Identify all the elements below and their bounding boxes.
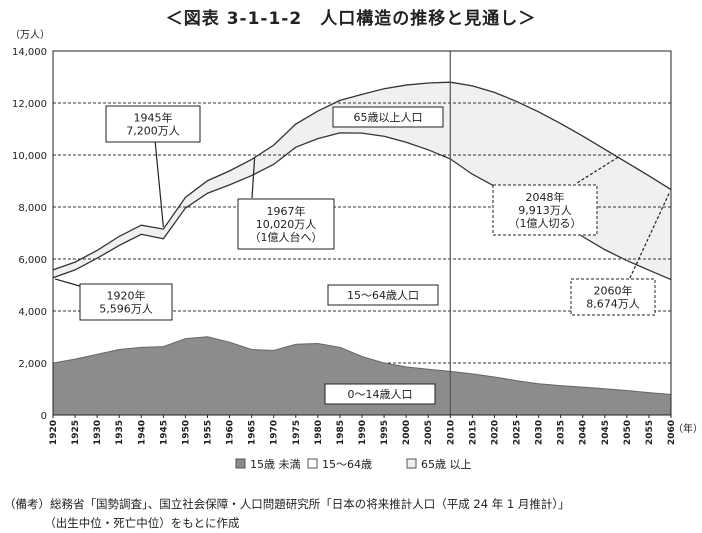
x-tick-label: 2025 (513, 420, 523, 445)
annotation-2060-box (570, 278, 656, 316)
y-tick-label: 14,000 (12, 47, 47, 58)
x-tick-label: 1920 (49, 420, 59, 445)
x-tick-label: 2045 (601, 420, 611, 445)
x-tick-label: 2030 (535, 420, 545, 445)
source-note-line-1: （備考）総務省「国勢調査」、国立社会保障・人口問題研究所「日本の将来推計人口（平… (4, 497, 570, 511)
annotation-2048-text: （1億人切る） (509, 217, 582, 230)
area-label-0-14: 0～14歳人口 (324, 383, 436, 405)
annotation-1920-text: 1920年 (107, 289, 146, 303)
annotation-1967-box (237, 198, 335, 250)
x-tick-label: 1945 (159, 420, 169, 445)
legend-label: 15～64歳 (322, 458, 372, 471)
area-label-0-14-text: 0～14歳人口 (348, 388, 413, 401)
x-tick-label: 2000 (402, 420, 412, 445)
x-tick-label: 2060 (667, 420, 677, 445)
area-label-15-64: 15～64歳人口 (327, 284, 439, 306)
annotation-1967-text: （1億人台へ） (250, 230, 323, 244)
leader-2060 (628, 193, 670, 281)
annotation-2060-text: 8,674万人 (586, 298, 640, 311)
legend-swatch (235, 458, 246, 469)
line-total-population (52, 81, 672, 271)
annotation-2048-text: 2048年 (526, 190, 565, 204)
area-0-14 (52, 336, 672, 416)
y-tick-label: 4,000 (18, 307, 47, 318)
x-tick-label: 1995 (380, 420, 390, 445)
x-unit-label: （年） (673, 422, 702, 435)
annotation-2048-box (492, 184, 598, 236)
x-tick-label: 2040 (579, 420, 589, 445)
legend-item: 15～64歳 (307, 458, 372, 471)
x-tick-label: 1990 (358, 420, 368, 445)
x-tick-label: 2035 (557, 420, 567, 445)
annotation-1967-text: 10,020万人 (256, 218, 317, 231)
y-tick-label: 6,000 (18, 255, 47, 266)
area-label-0-14-box (324, 383, 436, 405)
annotation-1945-box (105, 105, 201, 143)
leader-1967 (251, 157, 256, 199)
x-tick-label: 1940 (137, 420, 147, 445)
x-tick-label: 1975 (292, 420, 302, 445)
x-tick-label: 1970 (270, 420, 280, 445)
legend: 15歳 未満 15～64歳 65歳 以上 (235, 458, 472, 471)
annotation-1920-box (79, 283, 173, 321)
source-note: （備考）総務省「国勢調査」、国立社会保障・人口問題研究所「日本の将来推計人口（平… (4, 495, 570, 533)
y-unit-label: （万人） (10, 29, 50, 41)
legend-swatch (307, 458, 318, 469)
leader-2048 (576, 156, 619, 184)
x-tick-label: 2055 (645, 420, 655, 445)
annotation-1967-text: 1967年 (267, 204, 306, 218)
legend-item: 15歳 未満 (235, 458, 301, 471)
area-label-15-64-box (327, 284, 439, 306)
x-tick-label: 1965 (248, 420, 258, 445)
area-label-15-64-text: 15～64歳人口 (347, 289, 419, 302)
x-tick-label: 1930 (93, 420, 103, 445)
x-tick-label: 2010 (446, 420, 456, 445)
annotation-2048-text: 9,913万人 (518, 204, 572, 217)
x-tick-label: 2050 (623, 420, 633, 445)
annotation-1945-text: 1945年 (134, 111, 173, 125)
x-tick-label: 1960 (226, 420, 236, 445)
annotation-1920-text: 5,596万人 (99, 303, 153, 316)
source-note-line-2: （出生中位・死亡中位）をもとに作成 (4, 516, 240, 530)
area-label-65: 65歳以上人口 (332, 106, 444, 128)
x-tick-label: 2005 (424, 420, 434, 445)
annotation-1945-text: 7,200万人 (126, 125, 180, 138)
x-tick-label: 1985 (336, 420, 346, 445)
y-tick-label: 0 (41, 411, 47, 422)
x-tick-label: 1955 (204, 420, 214, 445)
x-tick-label: 1950 (181, 420, 191, 445)
chart-title: ＜図表 3-1-1-2 人口構造の推移と見通し＞ (165, 9, 537, 29)
area-label-65-box (332, 106, 444, 128)
area-label-65-text: 65歳以上人口 (354, 111, 423, 124)
annotation-2060-text: 2060年 (594, 284, 633, 298)
x-tick-label: 1935 (115, 420, 125, 445)
y-tick-label: 10,000 (12, 151, 47, 162)
legend-label: 15歳 未満 (250, 458, 301, 471)
legend-item: 65歳 以上 (406, 458, 472, 471)
axes: 0 2,000 4,000 6,000 8,000 10,000 12,000 14,000 （… (10, 29, 702, 445)
x-tick-label: 2015 (468, 420, 478, 445)
x-tick-label: 1925 (71, 420, 81, 445)
x-tick-label: 1980 (314, 420, 324, 445)
annotations: 1920年5,596万人1945年7,200万人1967年10,020万人（1億… (54, 105, 670, 405)
y-tick-label: 12,000 (12, 99, 47, 110)
leader-1945 (154, 139, 164, 228)
y-tick-label: 8,000 (18, 203, 47, 214)
legend-label: 65歳 以上 (421, 458, 472, 471)
x-tick-label: 2020 (490, 420, 500, 445)
y-tick-label: 2,000 (18, 359, 47, 370)
legend-swatch (406, 458, 417, 469)
